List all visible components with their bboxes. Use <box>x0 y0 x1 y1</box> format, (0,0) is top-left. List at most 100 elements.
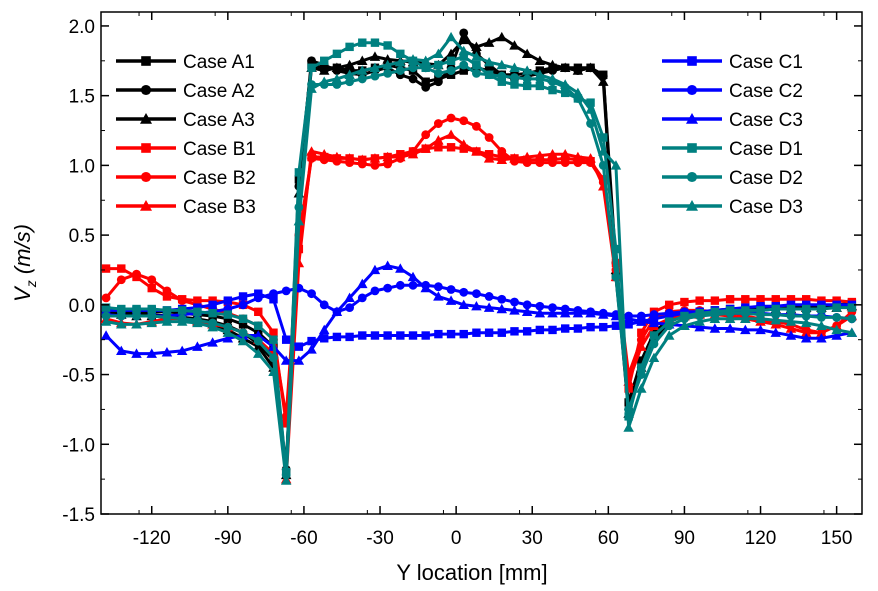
x-tick-label: 90 <box>674 528 695 549</box>
data-point <box>710 296 720 305</box>
data-point <box>131 348 142 358</box>
data-point <box>370 71 380 81</box>
data-point <box>521 48 533 59</box>
data-point <box>586 98 595 107</box>
data-point <box>269 353 278 363</box>
data-point <box>382 151 393 162</box>
data-point <box>801 311 811 321</box>
data-point <box>471 300 482 311</box>
series-line-case-b2 <box>104 116 853 418</box>
data-point <box>636 370 646 379</box>
data-point <box>509 62 520 72</box>
data-point <box>222 333 234 343</box>
data-point <box>395 66 405 75</box>
data-point <box>610 160 622 170</box>
data-point <box>817 312 826 322</box>
y-tick-label: 1.5 <box>69 87 95 108</box>
data-point <box>395 280 405 290</box>
data-point <box>383 283 393 293</box>
data-point <box>332 49 342 59</box>
data-point <box>192 317 203 328</box>
data-point <box>253 330 264 340</box>
data-point <box>522 300 532 310</box>
data-point <box>307 56 316 66</box>
data-point <box>665 300 674 310</box>
data-point <box>357 278 368 289</box>
data-point <box>319 300 329 310</box>
data-point <box>561 324 570 333</box>
data-point <box>253 348 264 358</box>
data-point <box>370 160 380 170</box>
legend-marker <box>687 143 697 153</box>
data-point <box>547 59 558 70</box>
data-point <box>162 292 172 301</box>
data-point <box>547 148 558 159</box>
data-point <box>831 330 842 340</box>
legend-item-case-b1: Case B1 <box>116 139 256 160</box>
data-point <box>294 342 304 351</box>
data-point <box>472 328 481 337</box>
data-point <box>637 328 646 337</box>
data-point <box>162 286 172 296</box>
x-tick-label: 0 <box>451 528 462 549</box>
data-point <box>223 310 233 319</box>
data-point <box>445 129 457 139</box>
data-point <box>548 325 557 335</box>
data-point <box>611 321 621 330</box>
data-point <box>238 314 248 323</box>
data-point <box>497 294 507 304</box>
data-point <box>407 54 419 64</box>
series-layer <box>100 28 858 485</box>
data-point <box>484 292 494 301</box>
data-point <box>548 303 557 313</box>
data-point <box>116 275 126 285</box>
data-point <box>446 329 456 339</box>
legend-marker <box>687 56 697 66</box>
data-point <box>771 295 780 304</box>
legend-label: Case C3 <box>729 110 803 131</box>
data-point <box>510 297 519 307</box>
legend-item-case-c3: Case C3 <box>662 110 803 131</box>
data-point <box>358 331 367 340</box>
data-point <box>307 289 316 299</box>
data-point <box>269 295 278 304</box>
data-point <box>238 320 248 329</box>
data-point <box>458 45 469 56</box>
data-point <box>421 331 430 340</box>
data-point <box>306 83 317 93</box>
data-point <box>459 116 469 126</box>
data-point <box>369 62 381 72</box>
legend-marker <box>141 143 151 153</box>
data-point <box>547 307 558 318</box>
data-point <box>786 311 796 321</box>
data-point <box>694 316 705 326</box>
data-point <box>801 295 811 304</box>
data-point <box>421 130 431 140</box>
data-point <box>585 104 596 114</box>
data-point <box>332 332 342 342</box>
data-point <box>636 316 647 326</box>
data-point <box>269 289 278 299</box>
data-point <box>116 311 126 321</box>
data-point <box>100 316 112 326</box>
data-point <box>680 314 689 324</box>
data-point <box>548 85 557 95</box>
legend-item-case-a1: Case A1 <box>116 52 255 73</box>
data-point <box>694 321 705 332</box>
legend-item-case-c1: Case C1 <box>662 52 803 73</box>
data-point <box>306 344 317 354</box>
data-point <box>238 328 248 338</box>
y-axis-title-sub: z <box>23 280 39 288</box>
data-point <box>572 87 584 98</box>
data-point <box>408 331 418 340</box>
data-point <box>831 324 842 335</box>
data-point <box>725 308 735 318</box>
data-point <box>408 63 418 73</box>
data-point <box>293 215 305 226</box>
ticks-layer: -120 -90 -60 -30 0 30 60 90 120 150 -1.5 -1.0 -0.5 0.… <box>62 12 862 549</box>
data-point <box>664 321 674 331</box>
legend-marker <box>140 171 152 183</box>
data-point <box>344 59 355 70</box>
data-point <box>434 329 443 339</box>
data-point <box>208 309 217 318</box>
